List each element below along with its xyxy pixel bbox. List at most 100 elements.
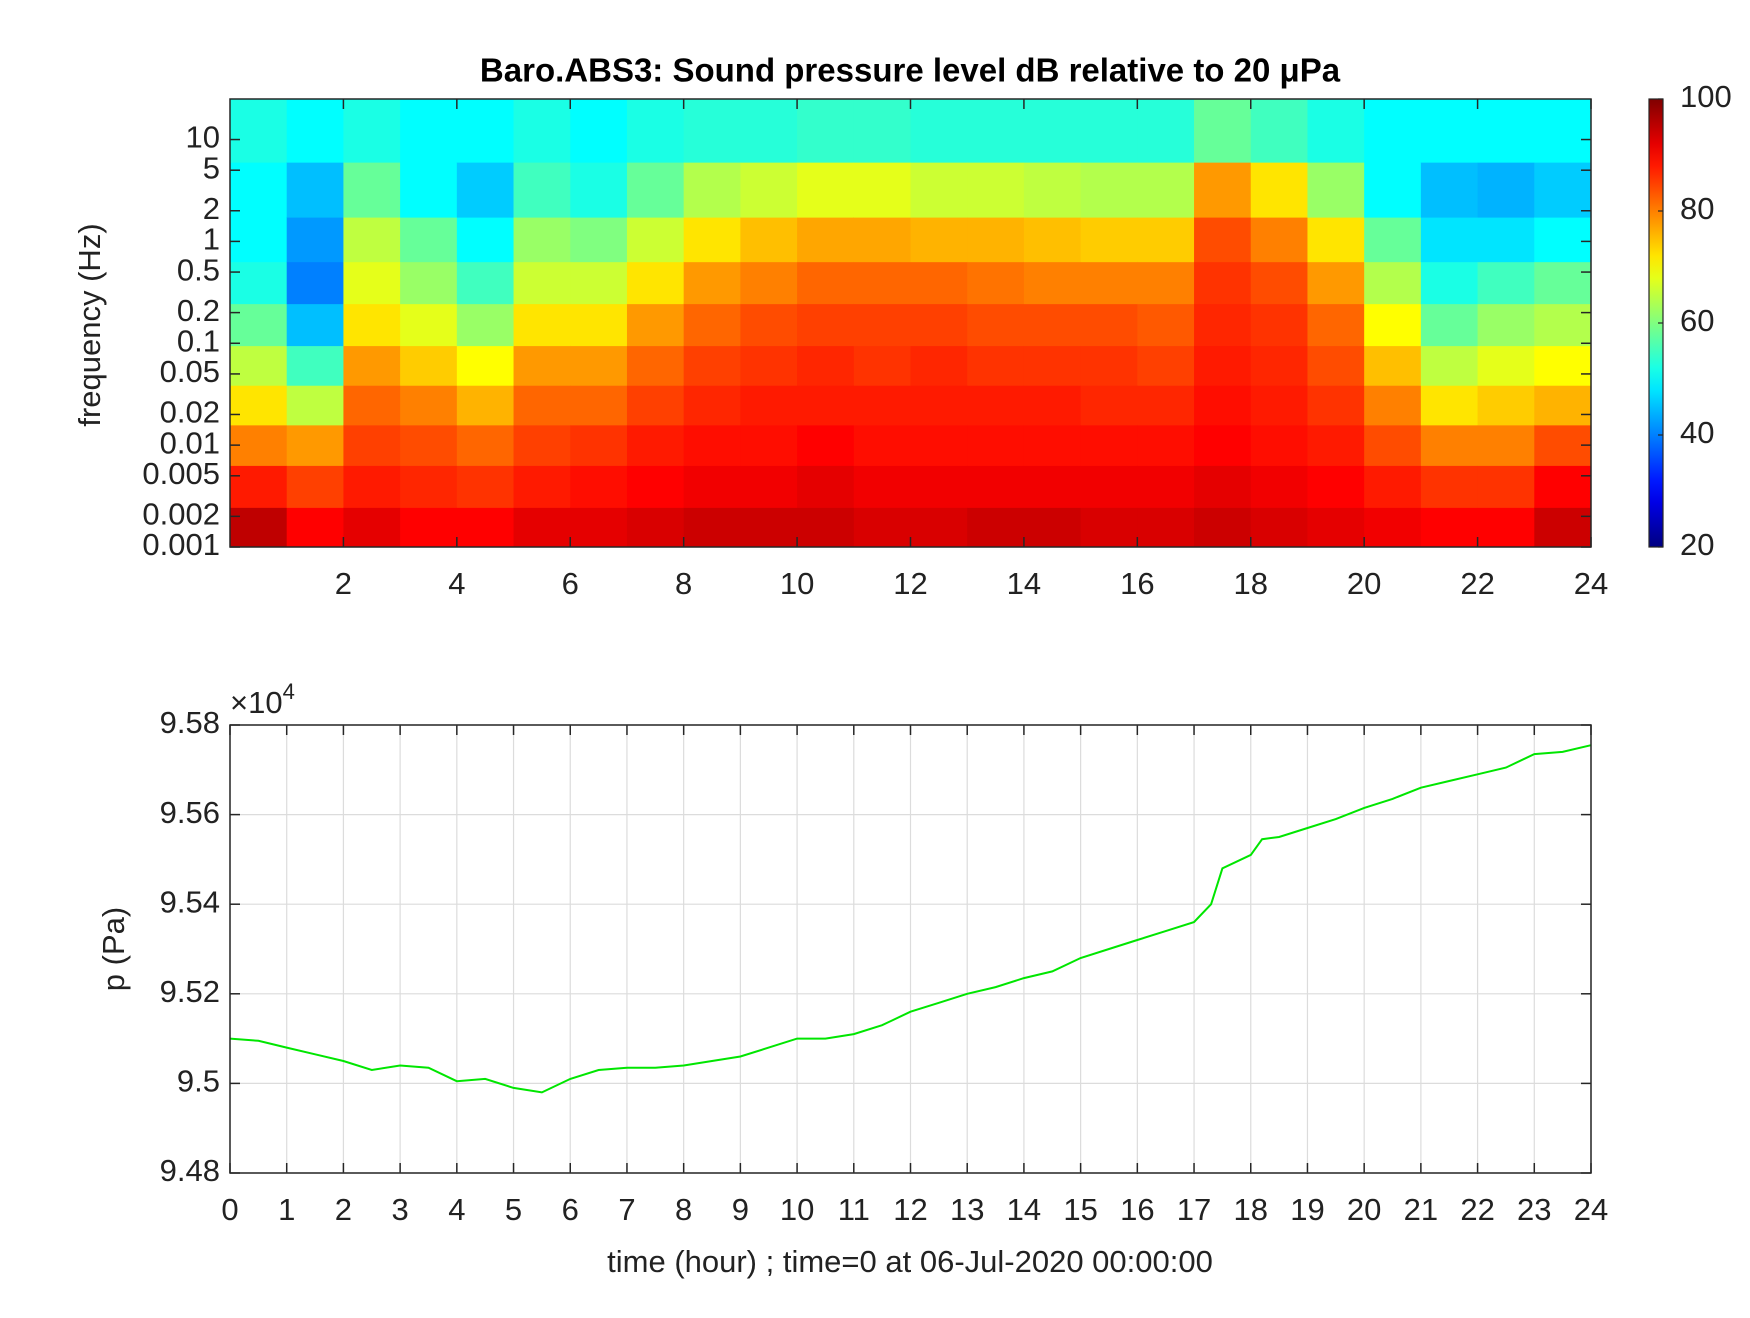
x-tick-label: 18 — [1234, 566, 1268, 601]
heatmap-cell — [1250, 261, 1308, 305]
x-tick-label: 16 — [1120, 566, 1154, 601]
heatmap-cell — [1080, 99, 1138, 163]
heatmap-cell — [626, 385, 685, 426]
y-tick-label: 9.56 — [160, 795, 220, 830]
heatmap-cell — [626, 345, 685, 386]
heatmap-cell — [1194, 507, 1252, 548]
heatmap-cell — [740, 385, 798, 426]
heatmap-cell — [740, 465, 798, 508]
heatmap-cell — [230, 303, 288, 347]
heatmap-cell — [797, 303, 855, 347]
heatmap-cell — [230, 385, 288, 426]
heatmap-cell — [626, 217, 685, 263]
heatmap-cell — [286, 303, 344, 347]
heatmap-cell — [1307, 261, 1365, 305]
heatmap-cell — [343, 345, 401, 386]
heatmap-cell — [740, 261, 798, 305]
heatmap-cell — [1137, 261, 1195, 305]
heatmap-cell — [853, 465, 911, 508]
heatmap-cell — [343, 99, 401, 163]
heatmap-cell — [967, 99, 1025, 163]
heatmap-cell — [570, 261, 628, 305]
heatmap-cell — [286, 217, 344, 263]
heatmap-cell — [1080, 507, 1138, 548]
heatmap-cell — [456, 345, 515, 386]
heatmap-cell — [1023, 303, 1082, 347]
x-tick-label: 12 — [893, 566, 927, 601]
heatmap-cell — [1477, 345, 1535, 386]
x-tick-label: 1 — [278, 1192, 295, 1227]
x-tick-label: 11 — [838, 1192, 870, 1227]
y-tick-label: 9.54 — [160, 884, 220, 919]
x-tick-label: 19 — [1290, 1192, 1324, 1227]
heatmap-cell — [626, 507, 685, 548]
heatmap-cell — [230, 507, 288, 548]
heatmap-cell — [1364, 507, 1422, 548]
heatmap-cell — [456, 507, 515, 548]
y-tick-label: 2 — [203, 191, 220, 226]
heatmap-cell — [1194, 303, 1252, 347]
heatmap-cell — [343, 385, 401, 426]
heatmap-cell — [456, 162, 515, 218]
heatmap-cell — [626, 261, 685, 305]
heatmap-cell — [570, 303, 628, 347]
heatmap-cell — [343, 261, 401, 305]
heatmap-cell — [1194, 217, 1252, 263]
heatmap-cell — [1307, 507, 1365, 548]
x-tick-label: 4 — [448, 1192, 465, 1227]
colorbar-tick-label: 20 — [1680, 527, 1714, 562]
heatmap-cell — [967, 162, 1025, 218]
heatmap-cell — [456, 261, 515, 305]
heatmap-cell — [1307, 465, 1365, 508]
heatmap-cell — [1137, 217, 1195, 263]
heatmap-cell — [1080, 162, 1138, 218]
colorbar-tick-label: 40 — [1680, 415, 1714, 450]
x-tick-label: 21 — [1404, 1192, 1438, 1227]
heatmap-cell — [513, 162, 571, 218]
heatmap-cell — [1023, 99, 1082, 163]
heatmap-cell — [1534, 385, 1592, 426]
heatmap-cell — [513, 507, 571, 548]
heatmap-cell — [400, 162, 458, 218]
y-tick-label: 0.001 — [142, 527, 220, 562]
heatmap-cell — [1137, 99, 1195, 163]
heatmap-cell — [570, 345, 628, 386]
heatmap-cell — [797, 465, 855, 508]
heatmap-cell — [967, 261, 1025, 305]
heatmap-cell — [230, 345, 288, 386]
heatmap-cell — [910, 303, 968, 347]
heatmap-cell — [1023, 424, 1082, 466]
heatmap-cell — [1080, 345, 1138, 386]
heatmap-cell — [967, 345, 1025, 386]
heatmap-cell — [683, 303, 741, 347]
y-tick-label: 0.1 — [177, 323, 220, 358]
heatmap-cell — [1194, 465, 1252, 508]
heatmap-cell — [286, 424, 344, 466]
x-tick-label: 2 — [335, 1192, 352, 1227]
x-tick-label: 12 — [893, 1192, 927, 1227]
x-tick-label: 20 — [1347, 1192, 1381, 1227]
heatmap-cell — [683, 162, 741, 218]
heatmap-cell — [1364, 424, 1422, 466]
heatmap-cell — [1080, 385, 1138, 426]
heatmap-cell — [1534, 261, 1592, 305]
heatmap-cell — [456, 99, 515, 163]
heatmap-cell — [1023, 385, 1082, 426]
heatmap-cell — [1364, 99, 1422, 163]
heatmap-cell — [1194, 385, 1252, 426]
heatmap-cell — [967, 385, 1025, 426]
axis-multiplier: ×104 — [230, 679, 295, 720]
heatmap-cell — [1420, 217, 1479, 263]
heatmap-cell — [740, 345, 798, 386]
x-tick-label: 14 — [1007, 1192, 1041, 1227]
heatmap-cell — [1250, 303, 1308, 347]
heatmap-cell — [626, 303, 685, 347]
x-tick-label: 13 — [950, 1192, 984, 1227]
heatmap-cell — [343, 507, 401, 548]
heatmap-cell — [853, 217, 911, 263]
x-tick-label: 22 — [1460, 1192, 1494, 1227]
heatmap-cell — [343, 162, 401, 218]
heatmap-cell — [1534, 303, 1592, 347]
x-tick-label: 23 — [1517, 1192, 1551, 1227]
heatmap-cell — [230, 162, 288, 218]
